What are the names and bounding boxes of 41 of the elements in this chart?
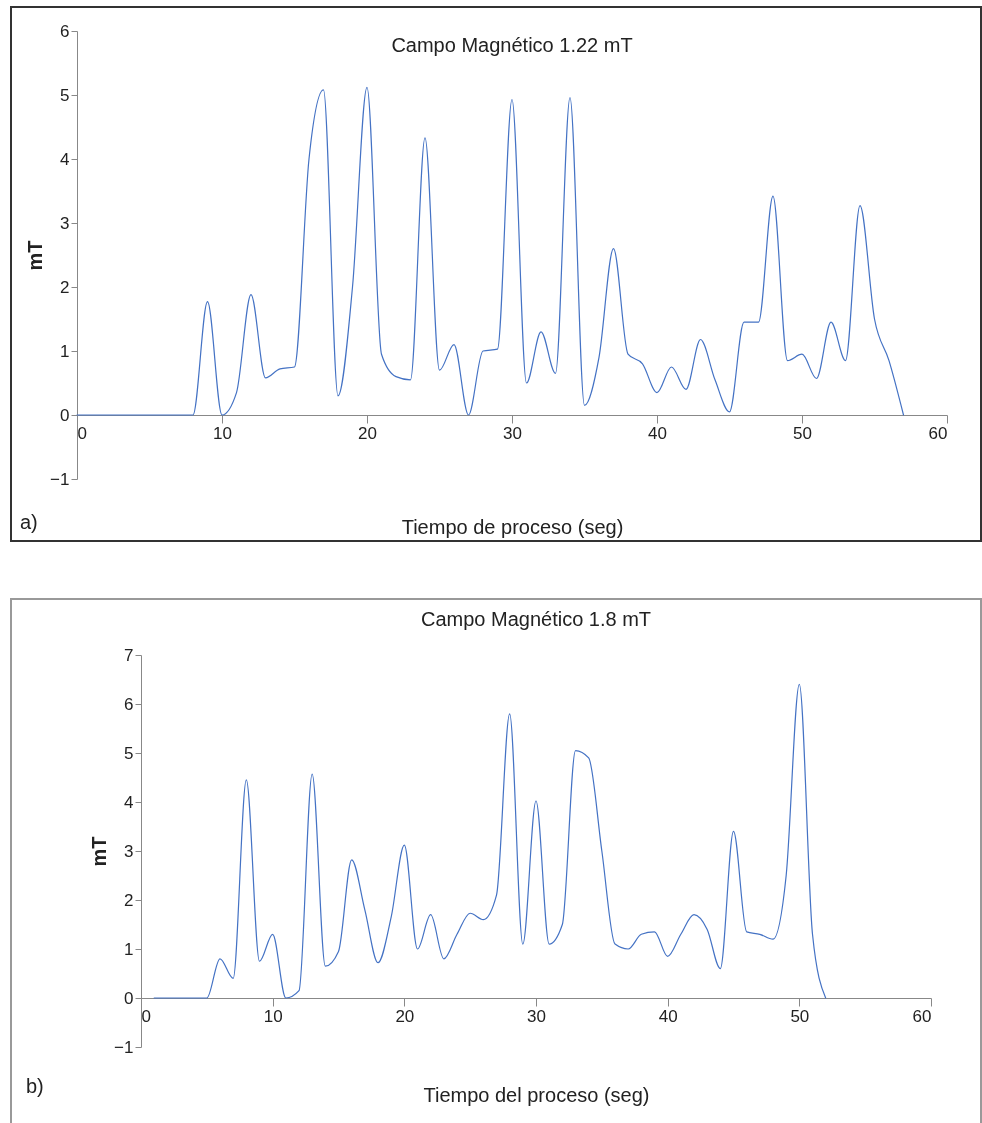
y-tick-label: 3	[60, 213, 70, 233]
x-tick-label: 60	[928, 423, 948, 443]
y-tick-label: 2	[60, 277, 70, 297]
y-tick-label: 7	[124, 645, 134, 665]
chart-title: Campo Magnético 1.8 mT	[420, 608, 652, 630]
y-tick-label: 6	[60, 21, 70, 41]
y-tick-label: 0	[124, 988, 134, 1008]
x-tick-label: 0	[77, 423, 87, 443]
y-tick-label: 4	[60, 149, 70, 169]
y-tick-label: 5	[60, 85, 70, 105]
x-axis-title: Tiempo de proceso (seg)	[401, 515, 624, 538]
y-tick-label: −1	[114, 1037, 134, 1057]
x-tick-label: 10	[263, 1006, 283, 1026]
x-tick-label: 20	[358, 423, 377, 443]
text: a)	[20, 511, 38, 533]
y-tick-label: 6	[124, 694, 134, 714]
x-tick-label: 20	[395, 1006, 415, 1026]
y-tick-label: 0	[60, 405, 70, 425]
y-axis-title: mT	[24, 240, 47, 271]
x-tick-label: 0	[141, 1006, 151, 1026]
text: b)	[26, 1075, 44, 1097]
x-tick-label: 50	[790, 1006, 810, 1026]
x-tick-label: 40	[648, 423, 667, 443]
x-tick-label: 50	[793, 423, 812, 443]
line-series	[76, 86, 905, 416]
x-tick-label: 10	[213, 423, 232, 443]
line-series	[153, 683, 827, 999]
chart-title: Campo Magnético 1.22 mT	[391, 34, 633, 56]
y-tick-label: 4	[124, 792, 134, 812]
y-axis-title: mT	[88, 836, 111, 867]
y-tick-label: 5	[124, 743, 134, 763]
y-tick-label: 1	[60, 341, 70, 361]
y-tick-label: 1	[124, 939, 134, 959]
x-axis-title: Tiempo del proceso (seg)	[423, 1083, 650, 1106]
x-tick-label: 30	[503, 423, 522, 443]
x-tick-label: 40	[658, 1006, 678, 1026]
y-tick-label: 3	[124, 841, 134, 861]
y-tick-label: −1	[50, 469, 70, 489]
y-tick-label: 2	[124, 890, 134, 910]
x-tick-label: 30	[527, 1006, 546, 1026]
x-tick-label: 60	[912, 1006, 932, 1026]
